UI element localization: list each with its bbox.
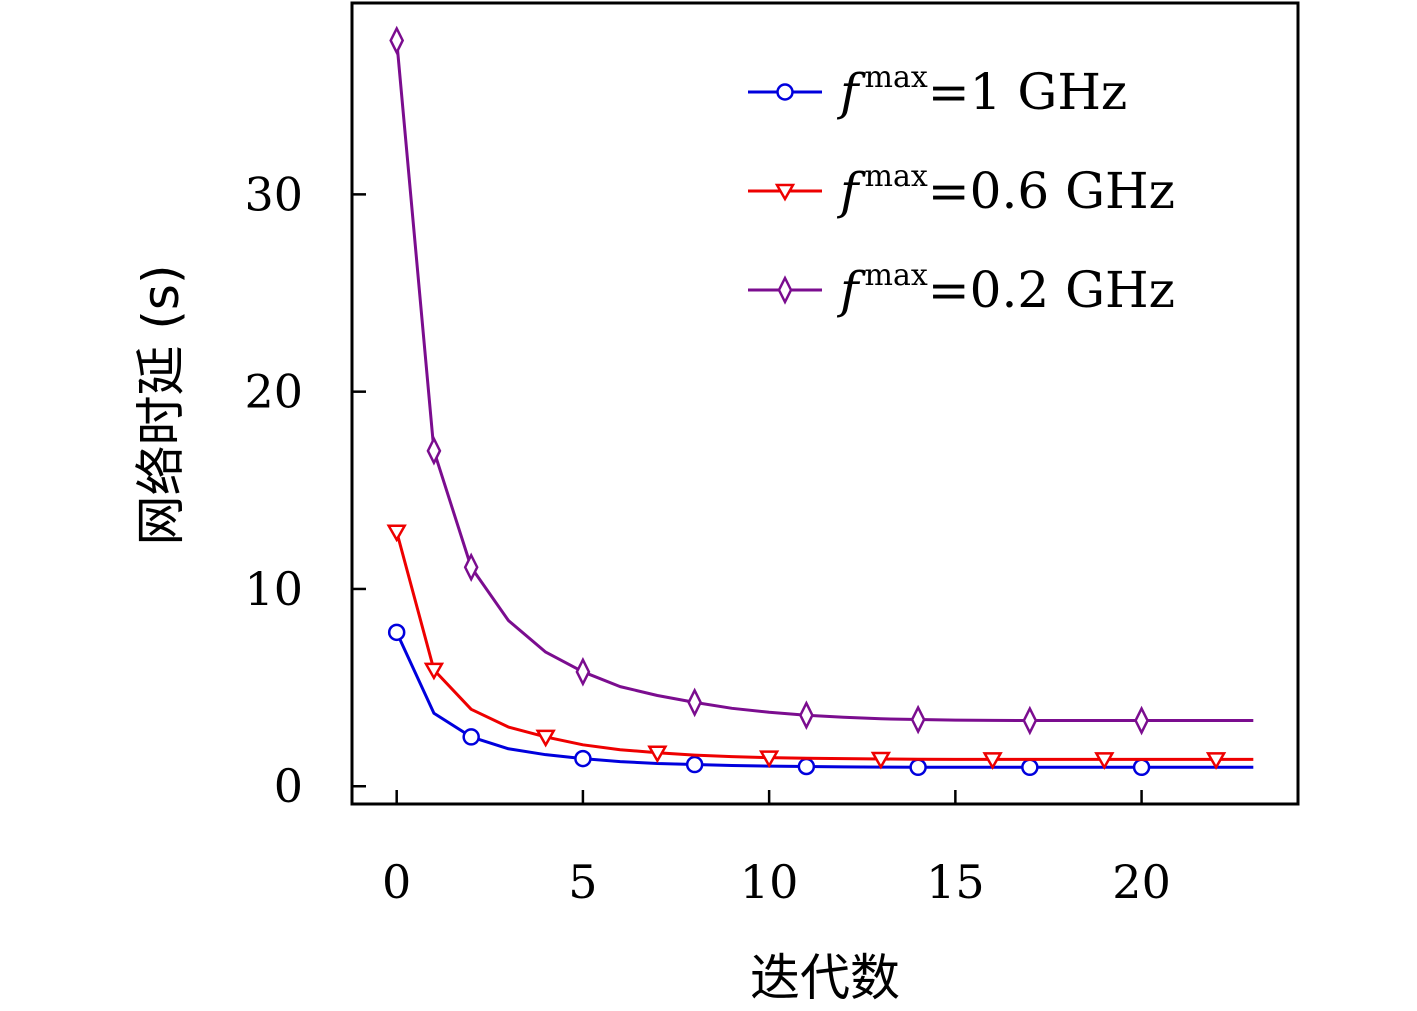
series-2-point-7: [1022, 705, 1038, 736]
series-0-point-1: [462, 728, 480, 746]
series-line-0: [395, 631, 1254, 769]
legend-marker-1: [774, 183, 796, 202]
legend-entry-0: f max=1 GHz: [748, 60, 1127, 121]
x-tick-label-2: 10: [740, 855, 799, 909]
series-1-point-1: [423, 662, 445, 681]
series-1-point-0: [386, 524, 407, 543]
legend-entry-1: f max=0.6 GHz: [748, 159, 1175, 220]
plot-frame: [350, 1, 1300, 806]
series-0-point-4: [797, 757, 816, 776]
legend-label-1: f max=0.6 GHz: [836, 159, 1175, 220]
series-0-point-0: [387, 623, 406, 642]
series-1-point-8: [1205, 752, 1227, 770]
series-2-point-2: [463, 552, 479, 583]
series-1-point-3: [647, 745, 668, 764]
series-0-point-3: [685, 755, 704, 774]
series-2-point-0: [389, 25, 405, 56]
y-tick-label-1: 10: [244, 562, 303, 616]
y-axis-title: 网络时延 (s): [132, 265, 190, 546]
series-2-point-4: [687, 687, 703, 718]
series-2: [389, 25, 1254, 736]
series-0-point-7: [1132, 758, 1151, 777]
series-1-point-2: [535, 729, 556, 748]
series-2-point-5: [798, 700, 814, 731]
y-tick-label-3: 30: [244, 167, 303, 221]
legend-label-0: f max=1 GHz: [836, 60, 1127, 121]
x-tick-label-0: 0: [382, 855, 411, 909]
series-2-point-6: [910, 704, 926, 735]
series-2-point-3: [575, 657, 591, 687]
series-2-point-8: [1134, 705, 1149, 736]
legend-marker-0: [776, 83, 794, 101]
series-0-point-2: [574, 749, 592, 768]
series-0: [387, 623, 1254, 777]
axes-layer: 0 5 10 15 20 0 10 20 30: [244, 167, 1170, 909]
x-tick-label-3: 15: [926, 855, 985, 909]
y-tick-label-2: 20: [244, 365, 303, 419]
series-2-point-1: [426, 436, 442, 466]
series-0-point-6: [1021, 758, 1039, 777]
series-layer: [386, 25, 1254, 777]
series-1-point-6: [982, 752, 1003, 770]
y-tick-label-0: 0: [274, 759, 303, 813]
x-axis-title: 迭代数: [750, 949, 900, 1007]
series-1-point-4: [758, 750, 780, 769]
series-1-point-7: [1094, 752, 1115, 770]
x-tick-label-4: 20: [1112, 855, 1171, 909]
series-line-2: [395, 40, 1254, 723]
series-1-point-5: [870, 751, 892, 770]
x-tick-label-1: 5: [568, 855, 597, 909]
series-1: [386, 524, 1254, 770]
legend-marker-2: [777, 275, 793, 305]
series-0-point-5: [909, 758, 927, 777]
